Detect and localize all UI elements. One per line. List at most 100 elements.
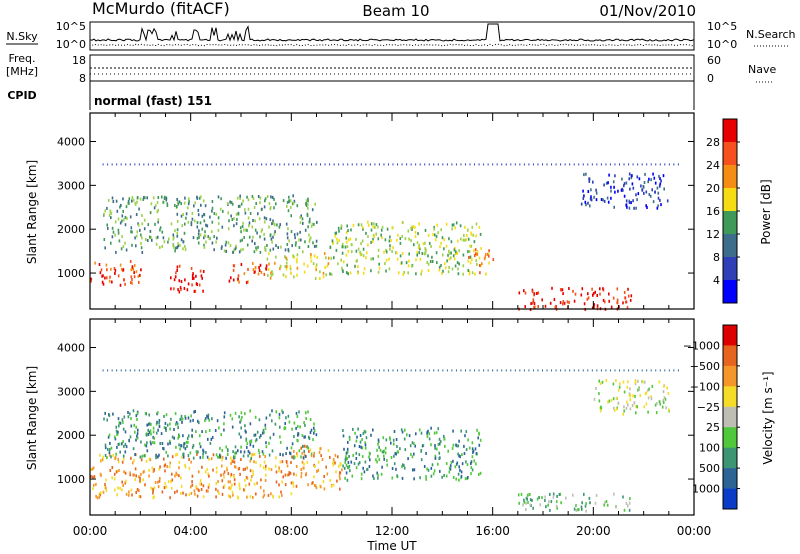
scatter-cell xyxy=(628,501,631,505)
colorbar-segment xyxy=(723,119,737,143)
scatter-cell xyxy=(400,261,403,265)
scatter-cell xyxy=(651,188,653,192)
scatter-cell xyxy=(183,445,185,449)
scatter-cell xyxy=(264,427,267,431)
scatter-cell xyxy=(297,433,299,437)
scatter-cell xyxy=(273,206,275,210)
scatter-cell xyxy=(187,416,190,420)
scatter-cell xyxy=(183,201,186,205)
scatter-cell xyxy=(599,292,601,296)
scatter-cell xyxy=(271,270,273,274)
scatter-cell xyxy=(631,182,634,186)
range-dot xyxy=(270,369,272,372)
scatter-cell xyxy=(477,436,479,440)
scatter-cell xyxy=(129,215,132,219)
scatter-cell xyxy=(148,422,151,426)
range-dot xyxy=(469,163,471,166)
scatter-cell xyxy=(295,426,297,430)
scatter-cell xyxy=(151,238,153,242)
scatter-cell xyxy=(92,475,94,479)
range-dot xyxy=(365,369,367,372)
scatter-cell xyxy=(342,434,345,438)
scatter-cell xyxy=(313,254,316,258)
scatter-cell xyxy=(200,274,203,278)
scatter-cell xyxy=(174,204,176,207)
scatter-cell xyxy=(174,412,177,416)
scatter-cell xyxy=(420,431,423,435)
scatter-cell xyxy=(617,401,620,405)
scatter-cell xyxy=(113,267,116,270)
scatter-cell xyxy=(532,298,535,302)
scatter-cell xyxy=(418,243,420,247)
scatter-cell xyxy=(595,493,598,497)
scatter-cell xyxy=(310,452,313,456)
scatter-cell xyxy=(257,195,260,198)
scatter-cell xyxy=(233,475,235,479)
scatter-cell xyxy=(449,464,452,468)
scatter-cell xyxy=(217,216,220,220)
scatter-cell xyxy=(180,417,182,421)
scatter-cell xyxy=(364,460,367,464)
scatter-cell xyxy=(378,445,380,449)
scatter-cell xyxy=(581,501,583,505)
scatter-cell xyxy=(411,228,413,231)
scatter-cell xyxy=(155,242,158,246)
range-dot xyxy=(374,369,376,372)
scatter-cell xyxy=(588,496,591,500)
scatter-cell xyxy=(319,277,321,280)
scatter-cell xyxy=(643,380,646,384)
scatter-cell xyxy=(196,236,199,240)
scatter-cell xyxy=(196,283,198,286)
scatter-cell xyxy=(340,258,342,262)
scatter-cell xyxy=(380,233,382,237)
scatter-cell xyxy=(110,211,113,215)
scatter-cell xyxy=(421,252,424,255)
scatter-cell xyxy=(190,460,192,464)
scatter-cell xyxy=(188,457,190,461)
scatter-cell xyxy=(445,244,448,248)
nave-label: Nave xyxy=(748,63,776,76)
range-dot xyxy=(415,163,417,166)
scatter-cell xyxy=(135,414,138,418)
scatter-cell xyxy=(467,438,469,442)
scatter-cell xyxy=(559,492,562,496)
scatter-cell xyxy=(130,226,133,230)
scatter-cell xyxy=(135,474,137,478)
range-dot xyxy=(360,163,362,166)
scatter-cell xyxy=(106,206,108,210)
scatter-cell xyxy=(478,225,481,229)
scatter-cell xyxy=(602,287,604,291)
scatter-cell xyxy=(105,486,107,490)
range-dot xyxy=(143,163,145,166)
scatter-cell xyxy=(590,188,592,192)
scatter-cell xyxy=(264,467,267,471)
scatter-cell xyxy=(289,265,292,269)
power-scatter-region xyxy=(170,264,205,294)
scatter-cell xyxy=(206,467,209,471)
scatter-cell xyxy=(224,243,227,247)
scatter-cell xyxy=(399,447,401,451)
scatter-cell xyxy=(168,465,171,469)
range-dot xyxy=(406,369,408,372)
scatter-cell xyxy=(626,305,629,309)
scatter-cell xyxy=(460,237,462,241)
scatter-cell xyxy=(144,443,146,447)
scatter-cell xyxy=(176,228,179,232)
scatter-cell xyxy=(350,460,353,464)
scatter-cell xyxy=(130,424,133,428)
scatter-cell xyxy=(337,226,340,230)
scatter-cell xyxy=(627,287,629,291)
scatter-cell xyxy=(157,220,159,224)
noise-tick-low: 10^0 xyxy=(56,38,86,51)
scatter-cell xyxy=(107,226,109,230)
range-dot xyxy=(487,163,489,166)
scatter-cell xyxy=(235,212,238,216)
scatter-cell xyxy=(267,493,270,497)
scatter-cell xyxy=(474,272,476,276)
scatter-cell xyxy=(133,275,136,279)
scatter-cell xyxy=(237,467,240,471)
scatter-cell xyxy=(600,198,603,201)
scatter-cell xyxy=(384,262,386,265)
scatter-cell xyxy=(265,267,268,271)
scatter-cell xyxy=(102,282,105,286)
